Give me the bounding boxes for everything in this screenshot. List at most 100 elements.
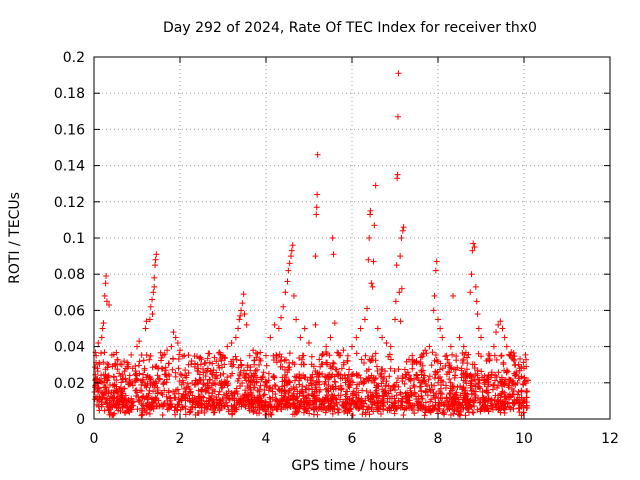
baseline-point <box>242 403 249 410</box>
tick-labels: 0 0.02 0.04 0.06 0.08 0.1 0.12 0.14 0.16 0.18 0.2 0… <box>54 50 619 447</box>
baseline-point <box>428 396 435 403</box>
baseline-point <box>220 370 227 377</box>
chart-title: Day 292 of 2024, Rate Of TEC Index for r… <box>163 20 537 36</box>
data-point <box>306 339 312 346</box>
baseline-point <box>161 387 168 394</box>
baseline-point <box>514 391 521 398</box>
baseline-point <box>411 383 418 390</box>
baseline-point <box>506 394 513 401</box>
baseline-point <box>457 412 464 419</box>
data-point <box>431 292 438 299</box>
baseline-point <box>370 374 377 381</box>
baseline-point <box>182 367 189 374</box>
data-point <box>490 343 497 350</box>
baseline-point <box>319 361 326 368</box>
data-point <box>240 291 247 298</box>
baseline-point <box>230 361 237 368</box>
baseline-point <box>335 385 342 392</box>
baseline-point <box>379 393 386 400</box>
data-point <box>134 343 140 350</box>
baseline-point <box>361 379 368 386</box>
baseline-point <box>373 394 380 401</box>
baseline-point <box>359 411 366 418</box>
data-point <box>313 211 320 218</box>
baseline-point <box>432 369 439 376</box>
baseline-point <box>299 386 306 393</box>
baseline-point <box>437 389 444 396</box>
baseline-point <box>204 355 211 362</box>
baseline-point <box>298 399 305 406</box>
baseline-point <box>96 407 103 414</box>
baseline-point <box>433 357 440 364</box>
baseline-point <box>346 405 353 412</box>
baseline-point <box>197 402 204 409</box>
baseline-point <box>191 353 198 360</box>
baseline-point <box>448 365 455 372</box>
baseline-point <box>274 398 281 405</box>
data-point <box>170 329 177 336</box>
baseline-point <box>133 375 140 382</box>
baseline-point <box>98 372 105 379</box>
baseline-point <box>110 398 117 405</box>
baseline-point <box>522 351 529 358</box>
baseline-point <box>300 393 307 400</box>
baseline-point <box>162 364 169 371</box>
baseline-point <box>505 382 512 389</box>
baseline-point <box>358 356 365 363</box>
baseline-point <box>272 383 279 390</box>
baseline-point <box>426 373 433 380</box>
baseline-point <box>498 390 505 397</box>
baseline-point <box>140 400 147 407</box>
baseline-point <box>326 352 333 359</box>
baseline-point <box>460 404 467 411</box>
baseline-point <box>316 356 323 363</box>
baseline-point <box>428 382 435 389</box>
baseline-point <box>469 361 476 368</box>
baseline-point <box>395 366 402 373</box>
baseline-point <box>160 381 167 388</box>
baseline-point <box>313 371 320 378</box>
baseline-point <box>399 375 406 382</box>
baseline-point <box>471 403 478 410</box>
baseline-point <box>375 405 382 412</box>
baseline-point <box>234 391 241 398</box>
baseline-point <box>461 351 468 358</box>
baseline-point <box>220 391 227 398</box>
data-point <box>243 321 250 328</box>
baseline-point <box>134 376 141 383</box>
data-point <box>236 316 243 323</box>
baseline-point <box>354 398 361 405</box>
baseline-point <box>470 388 477 395</box>
baseline-point <box>199 386 206 393</box>
data-point <box>263 352 269 359</box>
baseline-point <box>450 398 457 405</box>
baseline-point <box>232 353 239 360</box>
baseline-point <box>515 405 522 412</box>
baseline-point <box>501 389 508 396</box>
data-point <box>96 359 103 366</box>
baseline-point <box>453 394 460 401</box>
baseline-point <box>254 396 261 403</box>
data-point <box>287 253 294 260</box>
baseline-point <box>198 387 205 394</box>
baseline-point <box>212 405 219 412</box>
baseline-point <box>212 381 219 388</box>
data-point <box>396 289 403 296</box>
baseline-point <box>187 388 194 395</box>
baseline-point <box>497 409 504 416</box>
baseline-point <box>128 351 135 358</box>
baseline-point <box>247 367 254 374</box>
baseline-point <box>408 391 415 398</box>
baseline-point <box>215 391 222 398</box>
baseline-point <box>435 379 442 386</box>
y-tick-label: 0.16 <box>54 122 85 138</box>
baseline-point <box>242 387 249 394</box>
data-point <box>501 334 508 341</box>
baseline-point <box>300 403 307 410</box>
data-point <box>379 334 386 341</box>
baseline-point <box>498 352 505 359</box>
baseline-point <box>113 402 120 409</box>
baseline-point <box>247 381 254 388</box>
baseline-point <box>446 406 453 413</box>
x-tick-label: 6 <box>348 431 357 447</box>
